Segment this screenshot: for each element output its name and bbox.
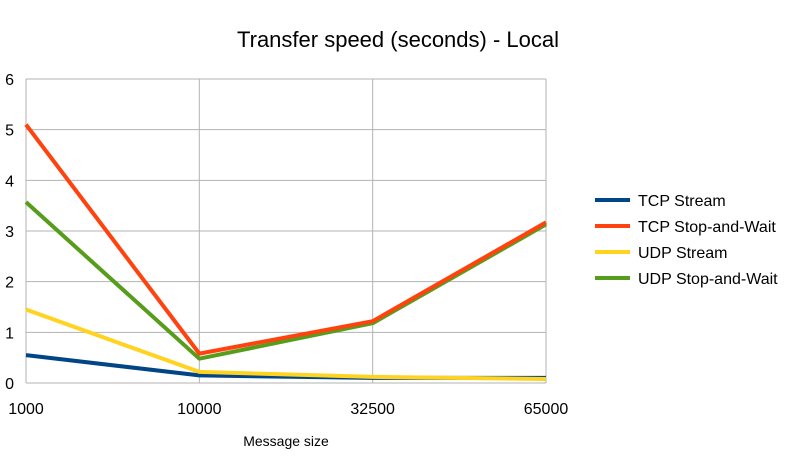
y-tick-label: 2 (5, 275, 14, 292)
legend-label-tcp-stop-and-wait: TCP Stop-and-Wait (638, 219, 776, 236)
x-tick-label: 32500 (350, 401, 395, 418)
series-line-tcp-stop-and-wait (24, 123, 547, 356)
x-tick-label: 1000 (8, 401, 44, 418)
x-axis-title: Message size (243, 433, 329, 449)
y-tick-label: 0 (5, 376, 14, 393)
x-tick-label: 65000 (524, 401, 569, 418)
legend-label-udp-stop-and-wait: UDP Stop-and-Wait (638, 271, 778, 288)
y-tick-label: 3 (5, 224, 14, 241)
chart-title: Transfer speed (seconds) - Local (237, 27, 559, 52)
x-axis-ticks: 1000 10000 32500 65000 (8, 401, 568, 418)
y-tick-label: 6 (5, 72, 14, 89)
legend: TCP Stream TCP Stop-and-Wait UDP Stream UDP… (595, 193, 778, 288)
legend-label-tcp-stream: TCP Stream (638, 193, 726, 210)
y-tick-label: 5 (5, 123, 14, 140)
legend-label-udp-stream: UDP Stream (638, 245, 728, 262)
series-lines (24, 123, 547, 381)
x-tick-label: 10000 (177, 401, 222, 418)
y-tick-label: 4 (5, 173, 14, 190)
y-axis-ticks: 0 1 2 3 4 5 6 (5, 72, 14, 393)
y-tick-label: 1 (5, 325, 14, 342)
series-line-udp-stream (25, 307, 547, 381)
